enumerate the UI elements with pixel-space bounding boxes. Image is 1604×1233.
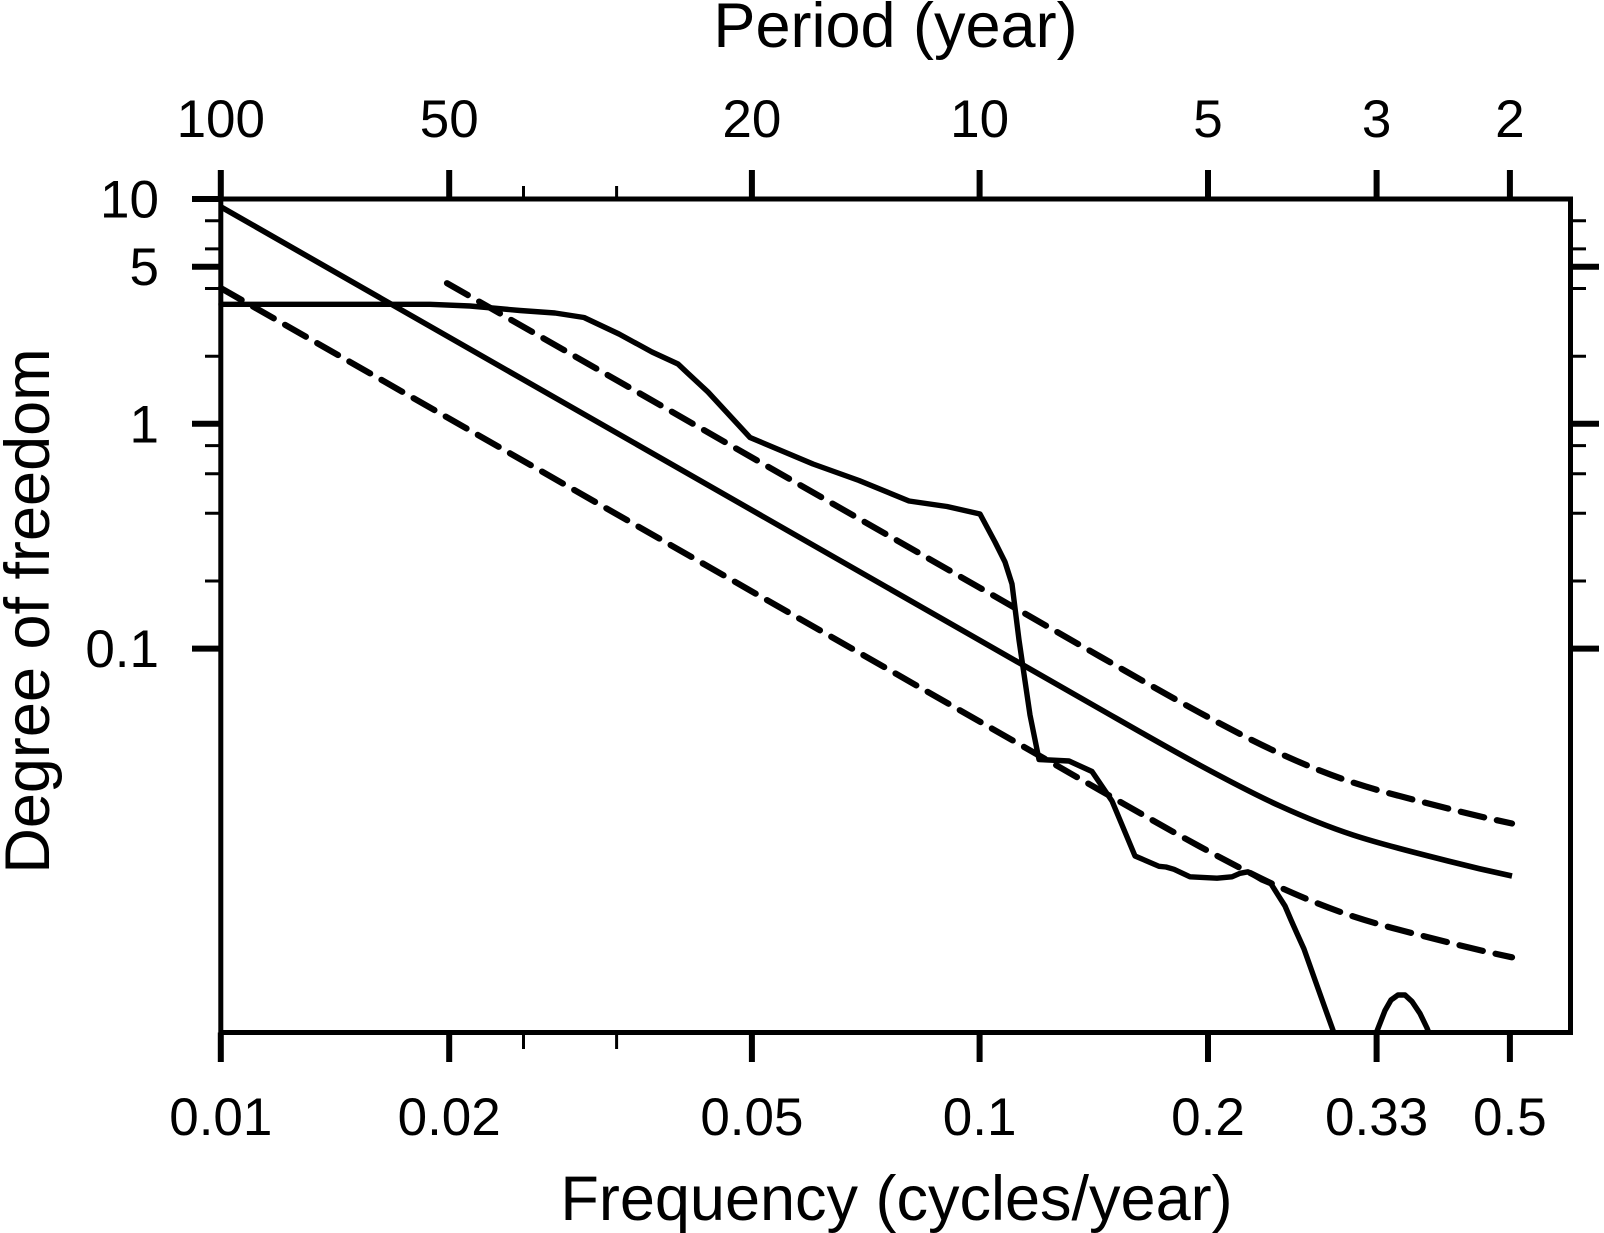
svg-text:Degree of freedom: Degree of freedom [0,348,63,873]
svg-text:Frequency (cycles/year): Frequency (cycles/year) [560,1164,1232,1233]
svg-text:Period (year): Period (year) [713,0,1077,61]
svg-text:3: 3 [1362,90,1391,149]
svg-text:0.5: 0.5 [1473,1088,1547,1147]
svg-text:2: 2 [1495,90,1524,149]
svg-text:20: 20 [722,90,781,149]
svg-text:5: 5 [130,238,159,297]
svg-text:100: 100 [177,90,265,149]
svg-text:10: 10 [950,90,1009,149]
svg-text:0.1: 0.1 [85,620,159,679]
svg-text:50: 50 [420,90,479,149]
svg-text:5: 5 [1193,90,1222,149]
svg-text:0.2: 0.2 [1171,1088,1245,1147]
svg-text:0.05: 0.05 [700,1088,803,1147]
svg-text:0.33: 0.33 [1325,1088,1428,1147]
svg-text:1: 1 [130,395,159,454]
svg-text:10: 10 [100,171,159,230]
svg-text:0.1: 0.1 [943,1088,1017,1147]
svg-text:0.01: 0.01 [169,1088,272,1147]
svg-text:0.02: 0.02 [398,1088,501,1147]
